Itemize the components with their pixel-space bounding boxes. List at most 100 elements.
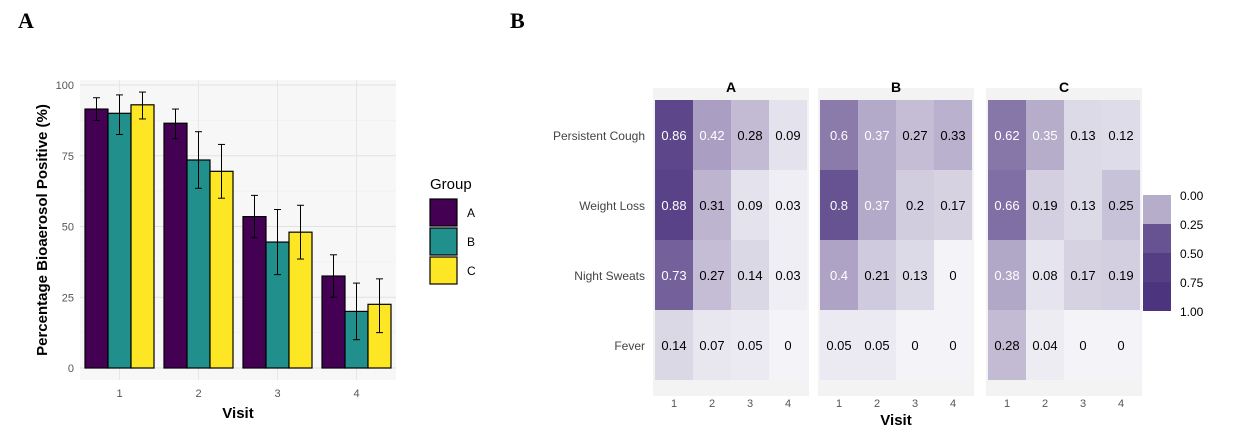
- heatmap-cell: [858, 240, 896, 310]
- heatmap-cell: [769, 310, 807, 380]
- heatmap-value: 0.03: [775, 198, 800, 213]
- heatmap-value: 0.13: [902, 268, 927, 283]
- heatmap-cell: [820, 310, 858, 380]
- heatmap-cell: [1064, 310, 1102, 380]
- heatmap-value: 0.05: [737, 338, 762, 353]
- heatmap-cell: [988, 240, 1026, 310]
- heatmap-value: 0.19: [1108, 268, 1133, 283]
- heatmap-value: 0.35: [1032, 128, 1057, 143]
- heatmap-value: 0.73: [661, 268, 686, 283]
- heatmap-cell: [820, 240, 858, 310]
- x-tick-label: 2: [709, 398, 715, 410]
- heatmap-cell: [655, 170, 693, 240]
- heatmap-value: 0.28: [737, 128, 762, 143]
- heatmap-value: 0.8: [830, 198, 848, 213]
- heatmap-value: 0: [949, 268, 956, 283]
- legend-swatch: [429, 198, 458, 227]
- legend-label: 0.25: [1180, 218, 1204, 232]
- heatmap-cell: [1064, 240, 1102, 310]
- heatmap-value: 0.21: [864, 268, 889, 283]
- x-tick-label: 2: [1042, 398, 1048, 410]
- heatmap-value: 0.27: [902, 128, 927, 143]
- legend-label: B: [467, 235, 475, 249]
- heatmap-value: 0.86: [661, 128, 686, 143]
- heatmap-cell: [693, 310, 731, 380]
- heatmap-cell: [896, 100, 934, 170]
- y-tick-label: 75: [62, 151, 74, 163]
- x-tick-label: 1: [836, 398, 842, 410]
- heatmap-cell: [934, 310, 972, 380]
- heatmap-value: 0.04: [1032, 338, 1057, 353]
- heatmap-cell: [1102, 240, 1140, 310]
- y-tick-label: 25: [62, 292, 74, 304]
- heatmap-value: 0.07: [699, 338, 724, 353]
- legend-label: 0.75: [1180, 276, 1204, 290]
- heatmap-cell: [1026, 170, 1064, 240]
- heatmap-value: 0.62: [994, 128, 1019, 143]
- heatmap-value: 0.09: [737, 198, 762, 213]
- heatmap-cell: [934, 170, 972, 240]
- legend-color-step: [1143, 253, 1171, 282]
- bar: [84, 108, 109, 369]
- bar: [242, 215, 267, 369]
- heatmap-value: 0.13: [1070, 128, 1095, 143]
- heatmap-value: 0.33: [940, 128, 965, 143]
- heatmap-value: 0.14: [661, 338, 686, 353]
- legend-color-step: [1143, 282, 1171, 311]
- heatmap-cell: [769, 170, 807, 240]
- heatmap-chart: A0.86 0.42 0.28 0.090.88 0.31 0.09 0.030.73 0.2…: [553, 79, 1204, 429]
- heatmap-value: 0.4: [830, 268, 848, 283]
- heatmap-value: 0: [911, 338, 918, 353]
- heatmap-cell: [896, 310, 934, 380]
- heatmap-value: 0.37: [864, 198, 889, 213]
- bar: [130, 104, 155, 369]
- y-tick-label: 100: [56, 80, 74, 92]
- heatmap-cell: [896, 170, 934, 240]
- heatmap-cell: [896, 240, 934, 310]
- legend-color-step: [1143, 224, 1171, 253]
- heatmap-value: 0.66: [994, 198, 1019, 213]
- heatmap-value: 0.19: [1032, 198, 1057, 213]
- heatmap-value: 0.17: [1070, 268, 1095, 283]
- heatmap-value: 0.38: [994, 268, 1019, 283]
- x-tick-label: 3: [1080, 398, 1086, 410]
- x-tick-label: 3: [912, 398, 918, 410]
- facet-title: A: [726, 79, 736, 95]
- heatmap-value: 0.05: [826, 338, 851, 353]
- heatmap-value: 0.88: [661, 198, 686, 213]
- heatmap-value: 0.17: [940, 198, 965, 213]
- heatmap-cell: [1026, 100, 1064, 170]
- heatmap-value: 0.37: [864, 128, 889, 143]
- facet-title: B: [891, 79, 901, 95]
- legend-label: 0.50: [1180, 247, 1204, 261]
- heatmap-cell: [731, 170, 769, 240]
- heatmap-value: 0.12: [1108, 128, 1133, 143]
- x-tick-label: 2: [874, 398, 880, 410]
- x-tick-label: 4: [950, 398, 956, 410]
- heatmap-cell: [1026, 240, 1064, 310]
- panel-letter-a: A: [18, 8, 34, 33]
- x-tick-label: 1: [671, 398, 677, 410]
- heatmap-value: 0.25: [1108, 198, 1133, 213]
- legend-label: 1.00: [1180, 305, 1204, 319]
- heatmap-cell: [1102, 170, 1140, 240]
- heatmap-cell: [1064, 100, 1102, 170]
- heatmap-value: 0: [949, 338, 956, 353]
- heatmap-cell: [731, 310, 769, 380]
- heatmap-value: 0.28: [994, 338, 1019, 353]
- heatmap-cell: [820, 100, 858, 170]
- heatmap-value: 0.31: [699, 198, 724, 213]
- heatmap-value: 0.03: [775, 268, 800, 283]
- heatmap-cell: [988, 310, 1026, 380]
- heatmap-value: 0.6: [830, 128, 848, 143]
- heatmap-cell: [693, 170, 731, 240]
- heatmap-cell: [858, 310, 896, 380]
- heatmap-cell: [858, 170, 896, 240]
- heatmap-cell: [988, 170, 1026, 240]
- bar: [163, 122, 188, 369]
- legend-label: A: [467, 206, 475, 220]
- heatmap-cell: [731, 100, 769, 170]
- x-tick-label: 1: [1004, 398, 1010, 410]
- heatmap-value: 0.05: [864, 338, 889, 353]
